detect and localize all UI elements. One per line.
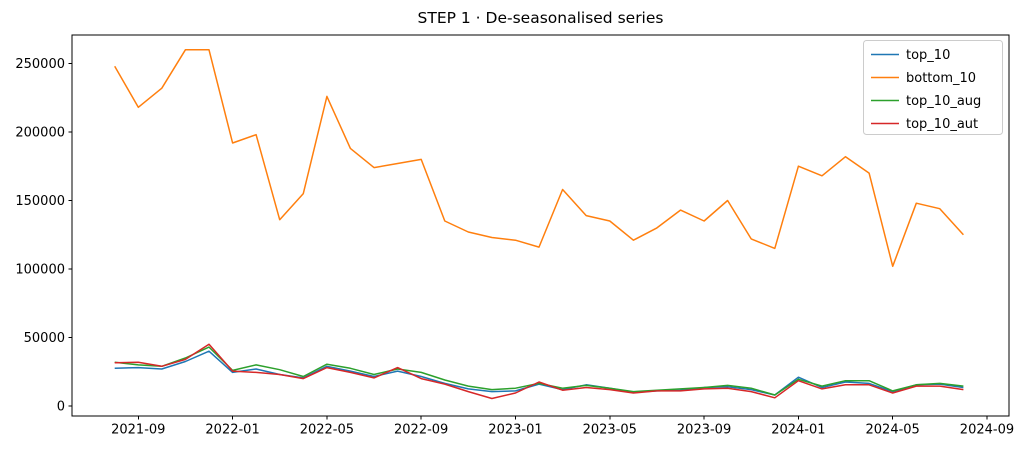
series-top_10_aug [114, 346, 964, 396]
y-tick-label: 150000 [15, 194, 65, 209]
series-bottom_10 [114, 49, 964, 268]
x-tick-label: 2022-05 [300, 423, 354, 438]
legend-item-top_10_aug: top_10_aug [871, 94, 981, 109]
x-tick-label: 2024-09 [960, 423, 1014, 438]
legend-label: bottom_10 [906, 71, 976, 86]
y-tick-label: 200000 [15, 125, 65, 140]
legend-label: top_10_aut [906, 117, 978, 132]
x-tick-label: 2023-09 [677, 423, 731, 438]
x-tick-label: 2024-05 [866, 423, 920, 438]
y-tick-label: 0 [57, 399, 65, 414]
plot-lines [114, 49, 964, 400]
x-tick-label: 2023-01 [488, 423, 542, 438]
legend-frame [863, 40, 1003, 135]
chart-title: STEP 1 · De-seasonalised series [418, 9, 664, 27]
axes: 2021-09 2022-01 2022-05 2022-09 2023-01 2023-… [15, 34, 1014, 438]
legend-label: top_10 [906, 48, 950, 63]
y-tick-label: 50000 [24, 331, 65, 346]
series-top_10_aut [114, 343, 964, 400]
x-tick-label: 2023-05 [583, 423, 637, 438]
axes-frame [71, 34, 1010, 417]
legend-item-top_10: top_10 [871, 48, 950, 63]
legend: top_10 bottom_10 top_10_aug top_10_aut [863, 40, 1003, 135]
series-top_10 [114, 350, 964, 396]
y-tick-label: 250000 [15, 57, 65, 72]
y-tick-label: 100000 [15, 262, 65, 277]
x-tick-label: 2022-01 [205, 423, 259, 438]
x-tick-label: 2022-09 [394, 423, 448, 438]
legend-item-bottom_10: bottom_10 [871, 71, 976, 86]
legend-item-top_10_aut: top_10_aut [871, 117, 978, 132]
x-tick-label: 2024-01 [771, 423, 825, 438]
legend-label: top_10_aug [906, 94, 981, 109]
x-tick-label: 2021-09 [111, 423, 165, 438]
